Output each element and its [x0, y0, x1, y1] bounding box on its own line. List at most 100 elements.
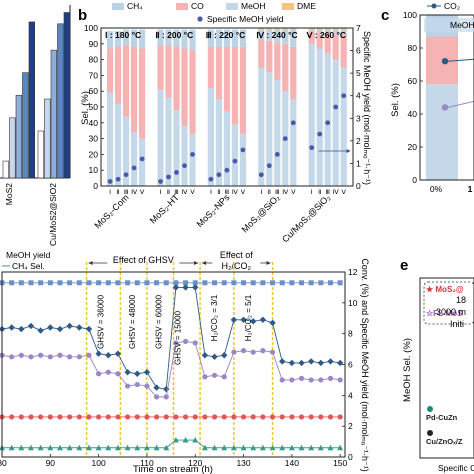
b-bar-meoh — [207, 88, 214, 186]
d-series-point — [182, 284, 189, 291]
b-bar-co — [258, 39, 265, 68]
d-ytick-label: 10 — [348, 298, 358, 308]
d-series-point — [153, 444, 160, 451]
b-bar-co — [181, 48, 188, 126]
b-bar-tick: Ⅳ — [282, 189, 289, 196]
a-bar — [28, 21, 35, 179]
d-series-point — [270, 280, 276, 286]
d-series-point — [308, 280, 314, 286]
d-series-point — [38, 414, 44, 420]
b-yield-point — [216, 172, 222, 178]
d-series-point — [105, 414, 111, 420]
d-series-point — [231, 349, 237, 355]
panel-c-label: c — [381, 7, 389, 24]
d-series-point — [28, 280, 34, 286]
e-box-text: 18 — [456, 295, 466, 305]
b-yield-point — [290, 120, 296, 126]
d-series-point — [211, 353, 218, 360]
d-series-point — [115, 371, 121, 377]
b-bar-co — [239, 46, 246, 134]
d-legend-label-yield: MeOH yield — [6, 250, 51, 260]
a-bar — [44, 98, 51, 179]
b-y2tick-label: 4 — [356, 91, 361, 101]
d-series-line — [2, 439, 341, 449]
d-series-point — [163, 444, 170, 451]
a-bar — [9, 117, 16, 179]
b-bar-tick: Ⅲ — [325, 189, 330, 196]
d-series-point — [211, 444, 218, 451]
d-series-point — [192, 437, 199, 443]
b-temp-label: Ⅰ : 180 °C — [105, 30, 141, 40]
d-section-label: Effect of GHSV — [113, 255, 174, 265]
b-bar-ch4 — [181, 29, 188, 49]
d-series-point — [153, 394, 160, 400]
c-ytick-label: 0 — [412, 175, 417, 185]
b-bar-tick: Ⅱ — [217, 189, 220, 196]
b-bar-tick: Ⅱ — [116, 189, 119, 196]
e-box-text: Initi — [450, 319, 464, 329]
d-series-point — [202, 414, 208, 420]
b-legend-swatch-dme — [282, 3, 294, 10]
b-bar-co — [324, 32, 331, 54]
b-bar-dme — [316, 28, 323, 30]
d-series-point — [134, 381, 140, 388]
d-series-point — [308, 414, 314, 420]
d-series-point — [307, 358, 315, 365]
e-box-text: 3000 m — [436, 307, 466, 317]
d-series-point — [125, 414, 131, 420]
d-series-point — [28, 354, 34, 360]
d-series-point — [0, 325, 6, 333]
e-ylabel: MeOH Sel. (%) — [402, 338, 413, 402]
b-temp-label: Ⅳ : 240 °C — [256, 30, 297, 40]
d-series-point — [250, 349, 256, 355]
c-bar-meoh — [426, 84, 458, 180]
b-bar-meoh — [223, 111, 230, 186]
b-bar-co — [282, 43, 289, 92]
b-bar-co — [173, 46, 180, 111]
d-series-point — [96, 280, 102, 286]
b-yield-point — [258, 172, 264, 178]
b-bar-meoh — [189, 133, 196, 186]
d-ytick-label: 0 — [348, 452, 353, 462]
d-series-point — [201, 352, 209, 359]
b-bar-ch4 — [223, 29, 230, 47]
d-xtick-label: 80 — [0, 458, 7, 468]
d-series-point — [250, 318, 257, 325]
b-bar-dme — [332, 28, 339, 30]
d-series-point — [231, 280, 237, 286]
b-bar-meoh — [173, 110, 180, 186]
c-legend-meoh-label: MeOH — [450, 20, 474, 30]
d-series-point — [144, 280, 150, 286]
d-series-point — [86, 352, 92, 358]
b-bar-tick: Ⅴ — [341, 189, 346, 196]
b-bar-tick: Ⅳ — [333, 189, 340, 196]
d-series-point — [327, 444, 334, 451]
d-xtick-label: 110 — [140, 458, 154, 468]
d-legend-label-ch4: CH₄ Sel. — [12, 261, 45, 271]
b-bar-tick: Ⅱ — [318, 189, 321, 196]
d-series-point — [221, 352, 228, 359]
b-yield-point — [166, 174, 171, 180]
d-series-point — [298, 359, 305, 367]
c-ytick-label: 60 — [408, 76, 418, 86]
d-series-point — [279, 280, 285, 286]
d-series-point — [230, 316, 238, 323]
b-bar-ch4 — [324, 29, 331, 33]
b-legend-label-dme: DME — [297, 1, 316, 11]
e-xlabel: Specific CH — [438, 463, 474, 473]
d-xtick-label: 120 — [188, 458, 202, 468]
b-bar-meoh — [324, 53, 331, 186]
d-annotation: GHSV = 15000 — [174, 310, 183, 365]
c-ytick-label: 20 — [408, 142, 418, 152]
b-y2tick-label: 1 — [356, 158, 361, 168]
panel-e-label: e — [400, 257, 408, 274]
b-bar-ch4 — [207, 29, 214, 47]
e-marker — [427, 406, 433, 412]
d-series-point — [269, 414, 276, 420]
d-series-point — [134, 370, 141, 377]
d-series-point — [318, 377, 324, 383]
d-series-point — [56, 444, 63, 451]
a-bar — [2, 160, 9, 179]
b-bar-tick: Ⅴ — [241, 189, 246, 196]
